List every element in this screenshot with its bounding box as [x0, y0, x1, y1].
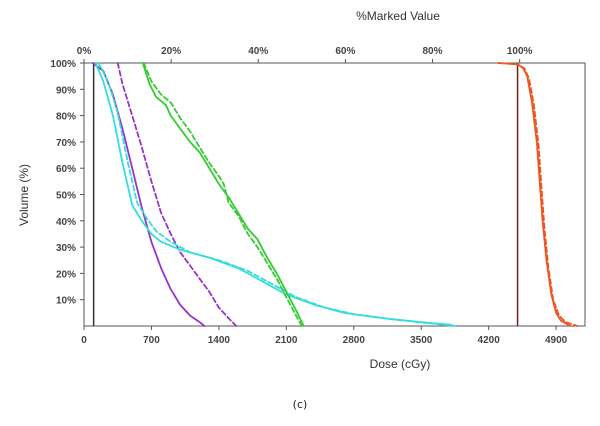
y-tick-label: 70% — [56, 138, 76, 149]
y-tick-label: 90% — [56, 85, 76, 96]
y-tick-label: 40% — [56, 217, 76, 228]
reference-lines — [92, 63, 519, 326]
x-tick-label: 700 — [143, 335, 160, 346]
plot-area — [83, 62, 586, 327]
y-tick-label: 10% — [56, 296, 76, 307]
x2-tick-label: 0% — [77, 46, 92, 57]
series-line-7 — [497, 62, 579, 327]
figure-caption: (c) — [293, 398, 308, 411]
series-line-3 — [97, 62, 456, 327]
series-line-4 — [141, 62, 305, 327]
y-tick-label: 80% — [56, 112, 76, 123]
x-tick-label: 0 — [81, 335, 87, 346]
x2-axis-title: %Marked Value — [356, 9, 440, 23]
x-axis-ticks: 0 700 1400 2100 2800 3500 4200 4900 — [81, 326, 568, 346]
series-line-5 — [142, 62, 303, 327]
y-tick-label: 50% — [56, 191, 76, 202]
x-tick-label: 4200 — [478, 335, 501, 346]
x2-tick-label: 100% — [507, 46, 533, 57]
x-tick-label: 4900 — [545, 335, 568, 346]
y-axis-ticks: 10% 20% 30% 40% 50% 60% 70% 80% 90% 100% — [50, 59, 84, 307]
x-axis-title: Dose (cGy) — [370, 357, 431, 371]
x2-tick-label: 20% — [161, 46, 181, 57]
x2-tick-label: 60% — [335, 46, 355, 57]
x2-tick-label: 40% — [248, 46, 268, 57]
x-tick-label: 1400 — [208, 335, 231, 346]
top-axis-ticks: 0% 20% 40% 60% 80% 100% — [77, 46, 533, 63]
y-tick-label: 20% — [56, 269, 76, 280]
y-tick-label: 100% — [50, 59, 76, 70]
y-axis-title: Volume (%) — [17, 164, 31, 226]
y-tick-label: 60% — [56, 164, 76, 175]
x-tick-label: 2100 — [275, 335, 298, 346]
x-tick-label: 3500 — [410, 335, 433, 346]
series-line-1 — [116, 62, 238, 327]
dose-volume-curves — [91, 62, 579, 327]
x-tick-label: 2800 — [343, 335, 366, 346]
x2-tick-label: 80% — [423, 46, 443, 57]
y-tick-label: 30% — [56, 243, 76, 254]
